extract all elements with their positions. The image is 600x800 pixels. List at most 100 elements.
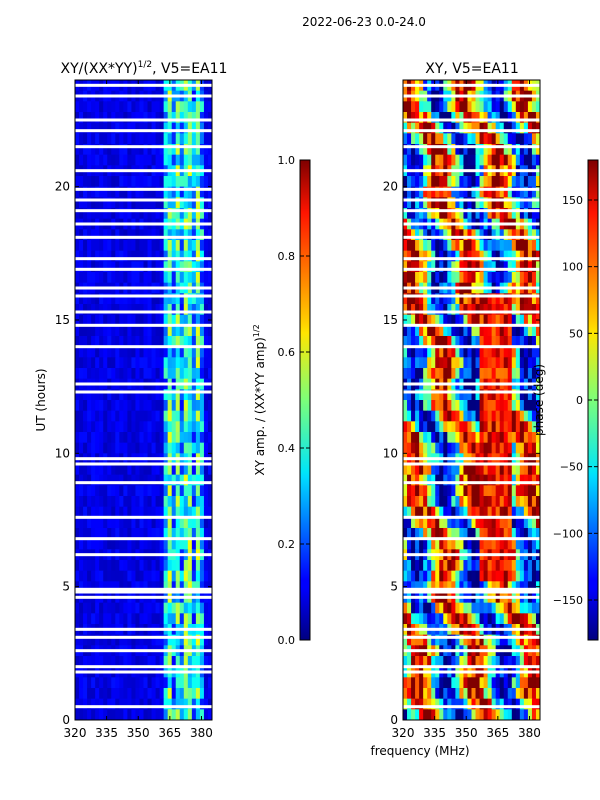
heatmap-cell <box>207 709 212 720</box>
colorbar-tick-label: 0.2 <box>278 538 296 551</box>
heatmap-cell <box>499 154 505 166</box>
heatmap-cell <box>167 368 173 380</box>
heatmap-cell <box>163 485 169 497</box>
heatmap-cell <box>171 112 177 124</box>
heatmap-cell <box>487 581 493 593</box>
heatmap-cell <box>203 293 209 305</box>
heatmap-cell <box>175 517 181 529</box>
heatmap-cell <box>463 432 469 444</box>
heatmap-cell <box>99 400 104 412</box>
heatmap-cell <box>151 560 157 572</box>
heatmap-cell <box>407 346 412 358</box>
heatmap-cell <box>419 442 424 454</box>
heatmap-cell <box>83 677 88 689</box>
heatmap-cell <box>519 261 525 273</box>
heatmap-cell <box>411 133 416 145</box>
heatmap-cell <box>507 517 513 529</box>
heatmap-cell <box>451 421 456 433</box>
heatmap-cell <box>107 144 112 156</box>
heatmap-cell <box>155 208 161 220</box>
heatmap-cell <box>403 634 408 646</box>
heatmap-cell <box>103 368 108 380</box>
heatmap-cell <box>447 154 452 166</box>
heatmap-cell <box>187 474 193 486</box>
heatmap-cell <box>447 229 452 241</box>
heatmap-cell <box>503 560 509 572</box>
heatmap-cell <box>531 528 537 540</box>
heatmap-cell <box>435 133 440 145</box>
heatmap-cell <box>407 506 412 518</box>
heatmap-cell <box>99 560 104 572</box>
heatmap-cell <box>455 133 461 145</box>
heatmap-cell <box>519 698 525 710</box>
heatmap-cell <box>175 506 181 518</box>
heatmap-cell <box>151 112 157 124</box>
heatmap-cell <box>191 474 197 486</box>
heatmap-cell <box>451 389 456 401</box>
heatmap-cell <box>151 656 157 668</box>
heatmap-cell <box>463 570 469 582</box>
heatmap-cell <box>455 101 461 113</box>
heatmap-cell <box>199 250 205 262</box>
heatmap-cell <box>95 112 100 124</box>
heatmap-cell <box>511 496 517 508</box>
heatmap-cell <box>487 432 493 444</box>
heatmap-cell <box>483 613 489 625</box>
heatmap-cell <box>183 677 189 689</box>
heatmap-cell <box>195 656 201 668</box>
heatmap-cell <box>171 506 177 518</box>
heatmap-cell <box>143 474 149 486</box>
heatmap-cell <box>83 602 88 614</box>
heatmap-cell <box>163 496 169 508</box>
heatmap-cell <box>495 229 501 241</box>
heatmap-cell <box>427 314 432 326</box>
heatmap-cell <box>107 197 112 209</box>
heatmap-cell <box>423 698 428 710</box>
heatmap-cell <box>175 528 181 540</box>
heatmap-cell <box>207 560 212 572</box>
heatmap-cell <box>171 688 177 700</box>
heatmap-cell <box>503 410 509 422</box>
heatmap-cell <box>187 464 193 476</box>
heatmap-cell <box>507 240 513 252</box>
heatmap-cell <box>119 357 124 369</box>
heatmap-cell <box>99 229 104 241</box>
heatmap-cell <box>163 432 169 444</box>
heatmap-cell <box>447 474 452 486</box>
heatmap-cell <box>467 613 473 625</box>
heatmap-cell <box>523 240 529 252</box>
heatmap-cell <box>131 656 137 668</box>
heatmap-cell <box>523 186 529 198</box>
heatmap-cell <box>451 229 456 241</box>
heatmap-cell <box>195 325 201 337</box>
heatmap-cell <box>487 293 493 305</box>
heatmap-cell <box>175 570 181 582</box>
heatmap-cell <box>415 304 420 316</box>
heatmap-cell <box>111 240 116 252</box>
heatmap-cell <box>131 368 137 380</box>
heatmap-cell <box>535 517 540 529</box>
heatmap-cell <box>467 133 473 145</box>
heatmap-cell <box>123 176 128 188</box>
heatmap-cell <box>195 602 201 614</box>
heatmap-cell <box>159 186 165 198</box>
heatmap-cell <box>171 464 177 476</box>
heatmap-cell <box>195 613 201 625</box>
heatmap-cell <box>115 602 120 614</box>
heatmap-cell <box>175 250 181 262</box>
heatmap-cell <box>83 400 88 412</box>
heatmap-cell <box>127 144 133 156</box>
heatmap-cell <box>411 154 416 166</box>
heatmap-cell <box>515 176 521 188</box>
heatmap-cell <box>487 229 493 241</box>
heatmap-cell <box>415 336 420 348</box>
heatmap-cell <box>495 336 501 348</box>
heatmap-cell <box>131 400 137 412</box>
heatmap-cell <box>451 197 456 209</box>
phase-panel-title: XY, V5=EA11 <box>425 61 519 77</box>
heatmap-cell <box>111 400 116 412</box>
heatmap-cell <box>455 112 461 124</box>
heatmap-cell <box>167 357 173 369</box>
heatmap-cell <box>175 272 181 284</box>
heatmap-cell <box>507 122 513 134</box>
